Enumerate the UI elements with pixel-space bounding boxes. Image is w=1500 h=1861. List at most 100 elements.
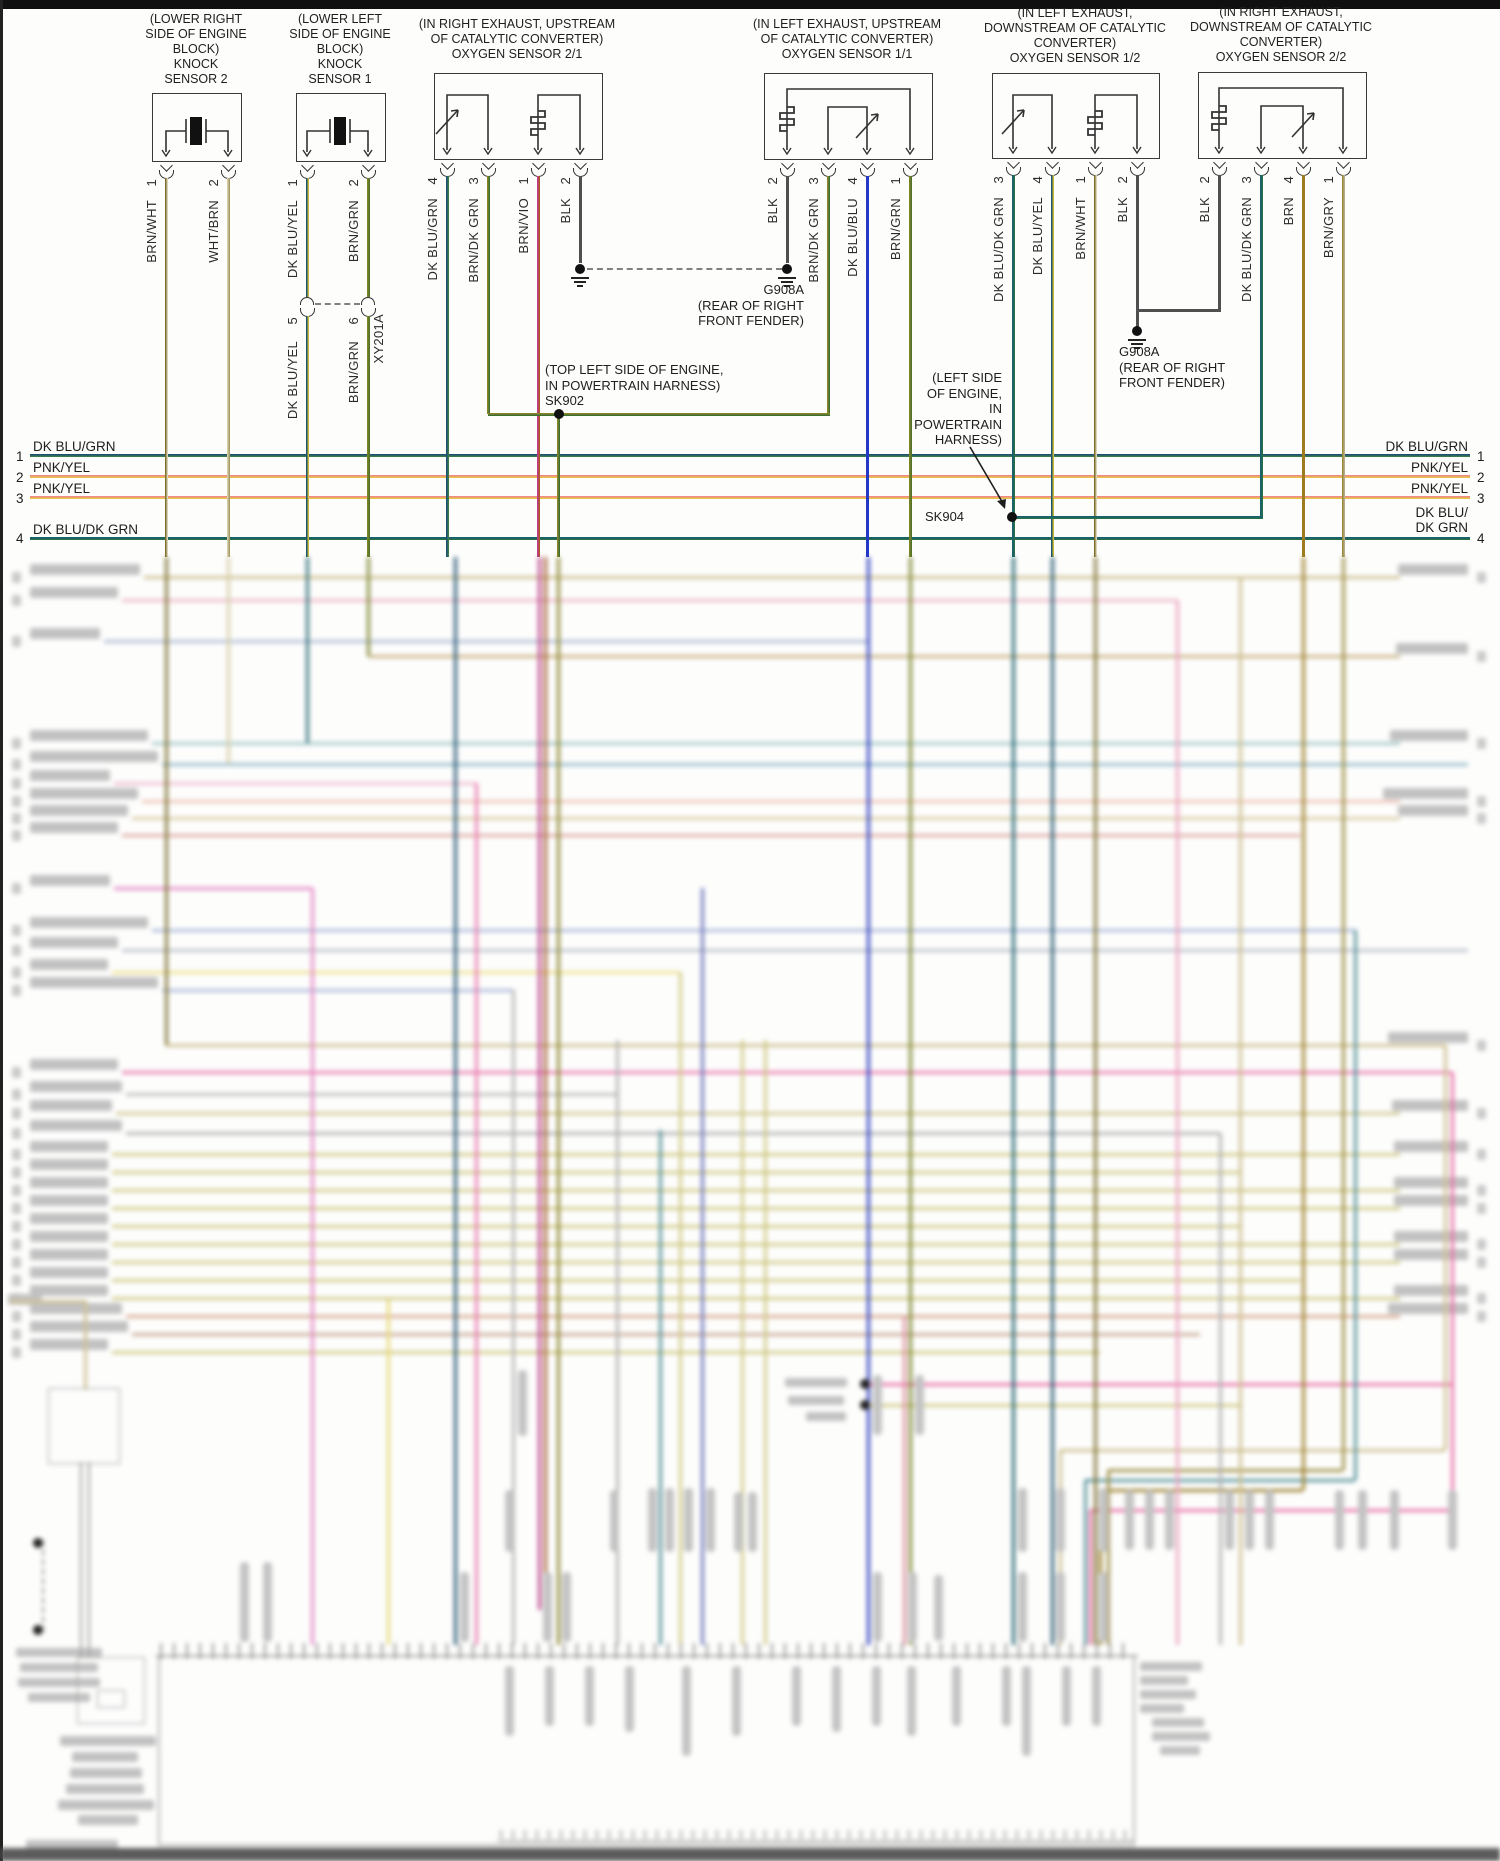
- blurred-wire-row: [104, 639, 868, 643]
- blurred-wire-row: [116, 1111, 1400, 1115]
- blurred-wire-label: [1394, 1231, 1468, 1242]
- blurred-wire-label: [30, 1303, 122, 1314]
- wire-knock-sensor-2-pin1: [164, 178, 168, 557]
- blurred-wire-vertical: [658, 1130, 662, 1645]
- bus2-number-right: 2: [1477, 470, 1485, 485]
- blurred-wire-row: [870, 1403, 1240, 1407]
- blurred-row-number: [1477, 1239, 1486, 1250]
- blurred-pin-label: [505, 1490, 514, 1552]
- blurred-wire-row: [368, 654, 1400, 658]
- blurred-wire-label: [30, 1141, 108, 1152]
- blurred-pin-label: [562, 1572, 571, 1642]
- blurred-row-number: [12, 1275, 21, 1286]
- blurred-wire-label: [30, 875, 110, 886]
- wire-knock-sensor-1-pin2: [366, 178, 370, 297]
- blurred-wire-vertical: [366, 557, 370, 656]
- blurred-wire-label: [1390, 730, 1468, 741]
- blurred-pin-label: [460, 1572, 469, 1642]
- page-bottom-bar: [0, 1848, 1500, 1861]
- blurred-row-number: [1477, 1293, 1486, 1304]
- blurred-wire-vertical: [763, 1040, 767, 1645]
- blurred-wire-label: [1388, 1032, 1468, 1043]
- blurred-ground-chain: [42, 1540, 44, 1632]
- blurred-wire-row: [114, 781, 476, 785]
- blurred-pin-label: [1448, 1490, 1457, 1550]
- bus4-number-left: 4: [16, 531, 24, 546]
- bus4-label-right: DK BLU/ DK GRN: [1415, 505, 1468, 535]
- component-box-knock-sensor-2: [152, 93, 242, 162]
- blurred-row-number: [12, 1149, 21, 1160]
- blurred-connector-strip: [160, 1643, 1135, 1659]
- blurred-row-number: [12, 572, 21, 583]
- blurred-row-number: [12, 1329, 21, 1340]
- blurred-text: [806, 1412, 846, 1421]
- blurred-wire-label: [30, 977, 158, 988]
- component-internal-symbol: [161, 117, 233, 158]
- blurred-wire-row: [126, 1314, 1400, 1318]
- blurred-pin-label: [610, 1490, 619, 1552]
- blurred-row-number: [1477, 1040, 1486, 1051]
- blurred-wire-row: [112, 1224, 1240, 1228]
- blurred-row-number: [1477, 1149, 1486, 1160]
- component-internal-symbol: [435, 94, 585, 156]
- blurred-wire-vertical: [1450, 1072, 1454, 1510]
- blurred-pin-label: [518, 1370, 527, 1436]
- blurred-pin-label: [505, 1666, 514, 1736]
- blurred-pin-label: [625, 1666, 634, 1732]
- blurred-wire-row: [112, 1170, 1240, 1174]
- blurred-text: [1152, 1732, 1210, 1741]
- bus4-number-right: 4: [1477, 531, 1485, 546]
- blurred-splice-dot: [33, 1625, 43, 1635]
- blurred-component-box: [77, 1657, 145, 1724]
- blurred-text: [16, 1648, 102, 1657]
- blurred-wire-label: [30, 1159, 108, 1170]
- bus-wire-3: [30, 495, 1470, 499]
- blurred-wire-row: [152, 741, 1400, 745]
- bus3-label-left: PNK/YEL: [33, 481, 91, 496]
- component-internal-symbol: [779, 88, 915, 156]
- blurred-pin-label: [1125, 1490, 1134, 1550]
- blurred-wire-row: [122, 833, 1300, 837]
- blurred-pin-label: [1358, 1490, 1367, 1550]
- blurred-pin-label: [908, 1572, 917, 1642]
- blurred-wire-label: [30, 805, 128, 816]
- blurred-wire-label: [30, 822, 118, 833]
- wire-oxygen-sensor-1-2-pin1: [1093, 175, 1097, 557]
- blurred-wire-vertical: [453, 557, 457, 1645]
- component-title-oxygen-sensor-1-2: (IN LEFT EXHAUST, DOWNSTREAM OF CATALYTI…: [984, 6, 1166, 65]
- blurred-wire-vertical: [474, 783, 478, 1645]
- blurred-wire-row: [132, 816, 1400, 820]
- blurred-splice-dot: [860, 1379, 870, 1389]
- blurred-pin-label: [1265, 1490, 1274, 1550]
- blurred-pin-label: [1018, 1488, 1027, 1552]
- wire-oxygen-sensor-2-2-pin4: [1301, 175, 1305, 557]
- bus4-label-left: DK BLU/DK GRN: [33, 522, 139, 537]
- bus-wire-1: [30, 453, 1470, 457]
- blurred-row-number: [12, 759, 21, 770]
- blurred-wire-row: [112, 1278, 1300, 1282]
- component-box-knock-sensor-1: [296, 93, 386, 162]
- blurred-text: [1140, 1676, 1188, 1685]
- blurred-pin-label: [952, 1666, 961, 1726]
- blurred-pin-label: [1062, 1666, 1071, 1726]
- wire-oxygen-sensor-2-1-pin4: [445, 176, 449, 557]
- blurred-line: [84, 1300, 87, 1390]
- ground-label-g908a-right: G908A (REAR OF RIGHT FRONT FENDER): [1119, 344, 1226, 390]
- blurred-wire-row: [142, 799, 1400, 803]
- blurred-wire-row: [112, 1296, 1400, 1300]
- blurred-pin-label: [915, 1375, 924, 1435]
- inline-connector-arc-icon: [299, 297, 314, 305]
- component-box-oxygen-sensor-1-1: [764, 73, 933, 160]
- blurred-pin-label: [1145, 1490, 1154, 1550]
- blurred-text: [788, 1396, 844, 1405]
- blurred-wire-vertical: [866, 557, 870, 1645]
- blurred-pin-label: [543, 1572, 552, 1642]
- blurred-row-number: [12, 925, 21, 936]
- page-border-top: [0, 0, 1500, 9]
- component-internal-symbol: [1211, 87, 1348, 155]
- bus1-label-right: DK BLU/GRN: [1385, 439, 1468, 454]
- blurred-row-number: [12, 1089, 21, 1100]
- blurred-pin-label: [545, 1666, 554, 1726]
